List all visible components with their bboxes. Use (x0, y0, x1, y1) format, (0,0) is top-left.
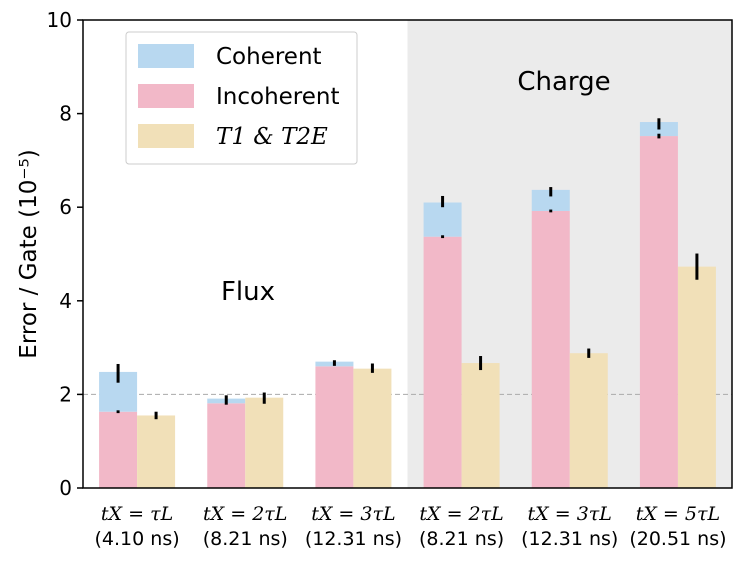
legend-swatch (138, 124, 194, 148)
bar-coherent (531, 189, 570, 211)
bar-coherent (423, 202, 462, 237)
bar-t1-t2e (461, 363, 500, 488)
x-tick-label: tX = 2τL (419, 503, 503, 525)
legend-label: T1 & T2E (216, 124, 328, 150)
legend-swatch (138, 44, 194, 68)
x-tick-label: tX = 5τL (636, 503, 720, 525)
bar-t1-t2e (353, 368, 392, 488)
x-tick-label: tX = 2τL (203, 503, 287, 525)
x-tick-sublabel: (8.21 ns) (203, 528, 288, 550)
x-tick-sublabel: (4.10 ns) (95, 528, 180, 550)
group-label-charge: Charge (517, 67, 610, 97)
x-tick-sublabel: (12.31 ns) (305, 528, 402, 550)
y-tick-label: 8 (59, 102, 72, 126)
x-tick-sublabel: (8.21 ns) (419, 528, 504, 550)
legend-label: Coherent (216, 44, 322, 70)
bar-incoherent (315, 366, 354, 488)
bar-incoherent (531, 210, 570, 488)
legend: Coherent Incoherent T1 & T2E (125, 31, 358, 165)
legend-label: Incoherent (216, 84, 340, 110)
y-tick-label: 0 (59, 476, 72, 500)
bars-layer (99, 122, 716, 488)
y-tick-label: 10 (47, 8, 72, 32)
bar-t1-t2e (677, 266, 716, 488)
bar-incoherent (207, 403, 246, 488)
bar-incoherent (423, 236, 462, 488)
bar-t1-t2e (137, 415, 176, 488)
x-tick-label: tX = 3τL (528, 503, 612, 525)
group-label-flux: Flux (221, 277, 275, 307)
axes-layer (77, 19, 733, 489)
legend-swatch (138, 84, 194, 108)
x-tick-label: tX = τL (101, 503, 173, 525)
bar-t1-t2e (569, 353, 608, 488)
y-tick-label: 6 (59, 195, 72, 219)
x-tick-sublabel: (12.31 ns) (521, 528, 618, 550)
error-bars-layer (116, 118, 699, 420)
y-tick-label: 2 (59, 382, 72, 406)
x-tick-sublabel: (20.51 ns) (629, 528, 726, 550)
bar-t1-t2e (245, 397, 284, 488)
x-tick-label: tX = 3τL (311, 503, 395, 525)
y-tick-label: 4 (59, 289, 72, 313)
bar-incoherent (639, 136, 678, 488)
axes-frame (82, 19, 733, 489)
text-layer: 0 2 4 6 8 10 Error / Gate (10⁻⁵) tX = τL (4.10 n… (16, 8, 727, 550)
bar-incoherent (99, 411, 138, 488)
y-axis-label: Error / Gate (10⁻⁵) (16, 149, 42, 358)
